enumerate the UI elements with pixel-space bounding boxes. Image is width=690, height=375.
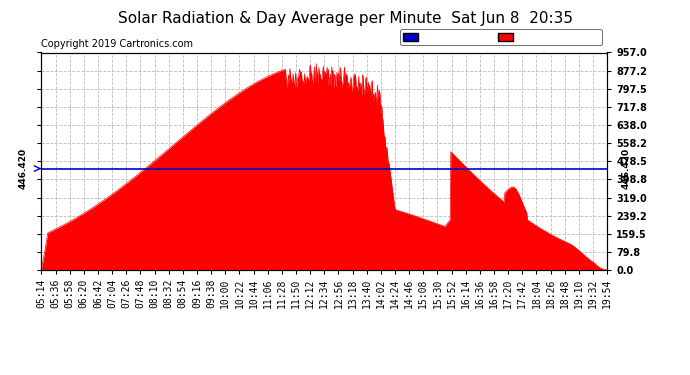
Legend: Median (w/m2), Radiation (w/m2): Median (w/m2), Radiation (w/m2) bbox=[400, 29, 602, 45]
Text: 446.420: 446.420 bbox=[18, 148, 27, 189]
Text: Copyright 2019 Cartronics.com: Copyright 2019 Cartronics.com bbox=[41, 39, 193, 50]
Text: 446.420: 446.420 bbox=[622, 148, 631, 189]
Text: Solar Radiation & Day Average per Minute  Sat Jun 8  20:35: Solar Radiation & Day Average per Minute… bbox=[117, 11, 573, 26]
